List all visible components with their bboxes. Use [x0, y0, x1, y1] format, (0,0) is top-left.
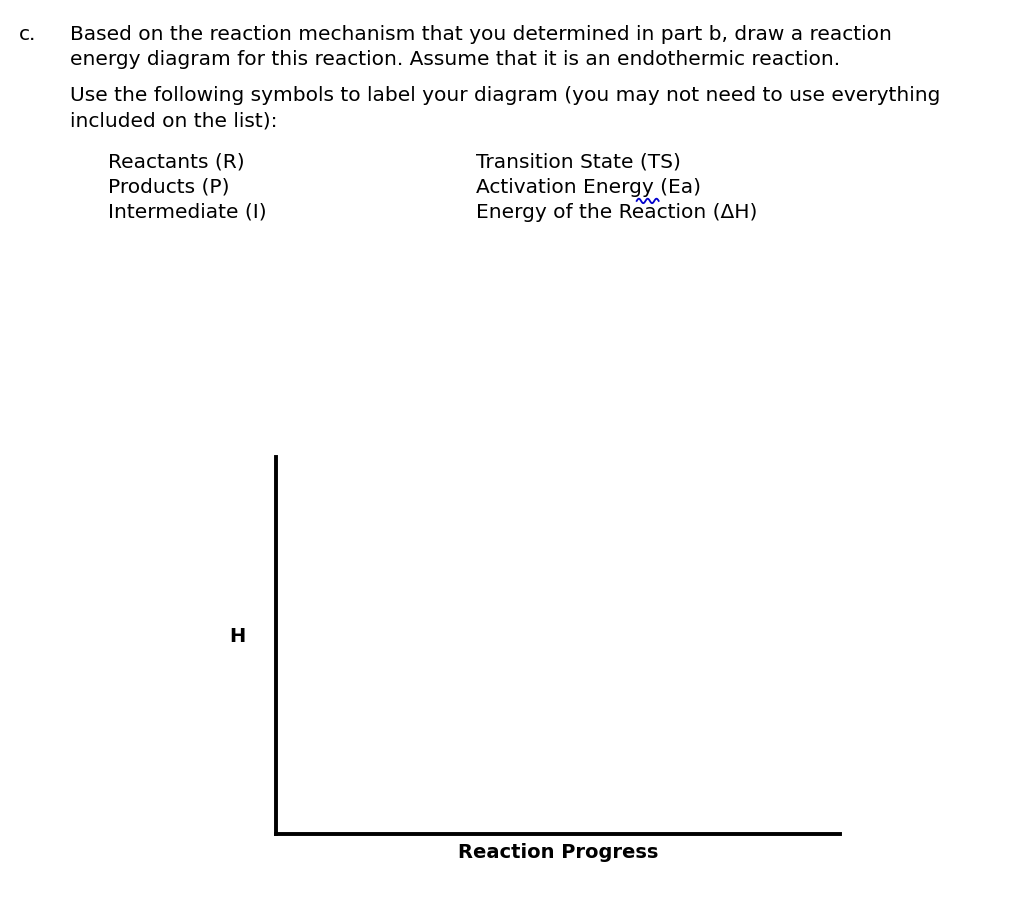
Text: Energy of the Reaction (ΔH): Energy of the Reaction (ΔH) — [476, 203, 758, 222]
Text: included on the list):: included on the list): — [70, 111, 278, 130]
Y-axis label: H: H — [229, 627, 245, 646]
Text: Use the following symbols to label your diagram (you may not need to use everyth: Use the following symbols to label your … — [70, 86, 940, 105]
Text: Based on the reaction mechanism that you determined in part b, draw a reaction: Based on the reaction mechanism that you… — [70, 25, 892, 44]
Text: c.: c. — [18, 25, 36, 44]
Text: energy diagram for this reaction. Assume that it is an endothermic reaction.: energy diagram for this reaction. Assume… — [70, 50, 840, 69]
Text: Reactants (R): Reactants (R) — [108, 152, 244, 171]
Text: Intermediate (I): Intermediate (I) — [108, 203, 266, 222]
Text: Activation Energy (Ea): Activation Energy (Ea) — [476, 178, 701, 196]
Text: Products (P): Products (P) — [108, 178, 229, 196]
Text: Transition State (TS): Transition State (TS) — [476, 152, 681, 171]
X-axis label: Reaction Progress: Reaction Progress — [458, 842, 658, 861]
